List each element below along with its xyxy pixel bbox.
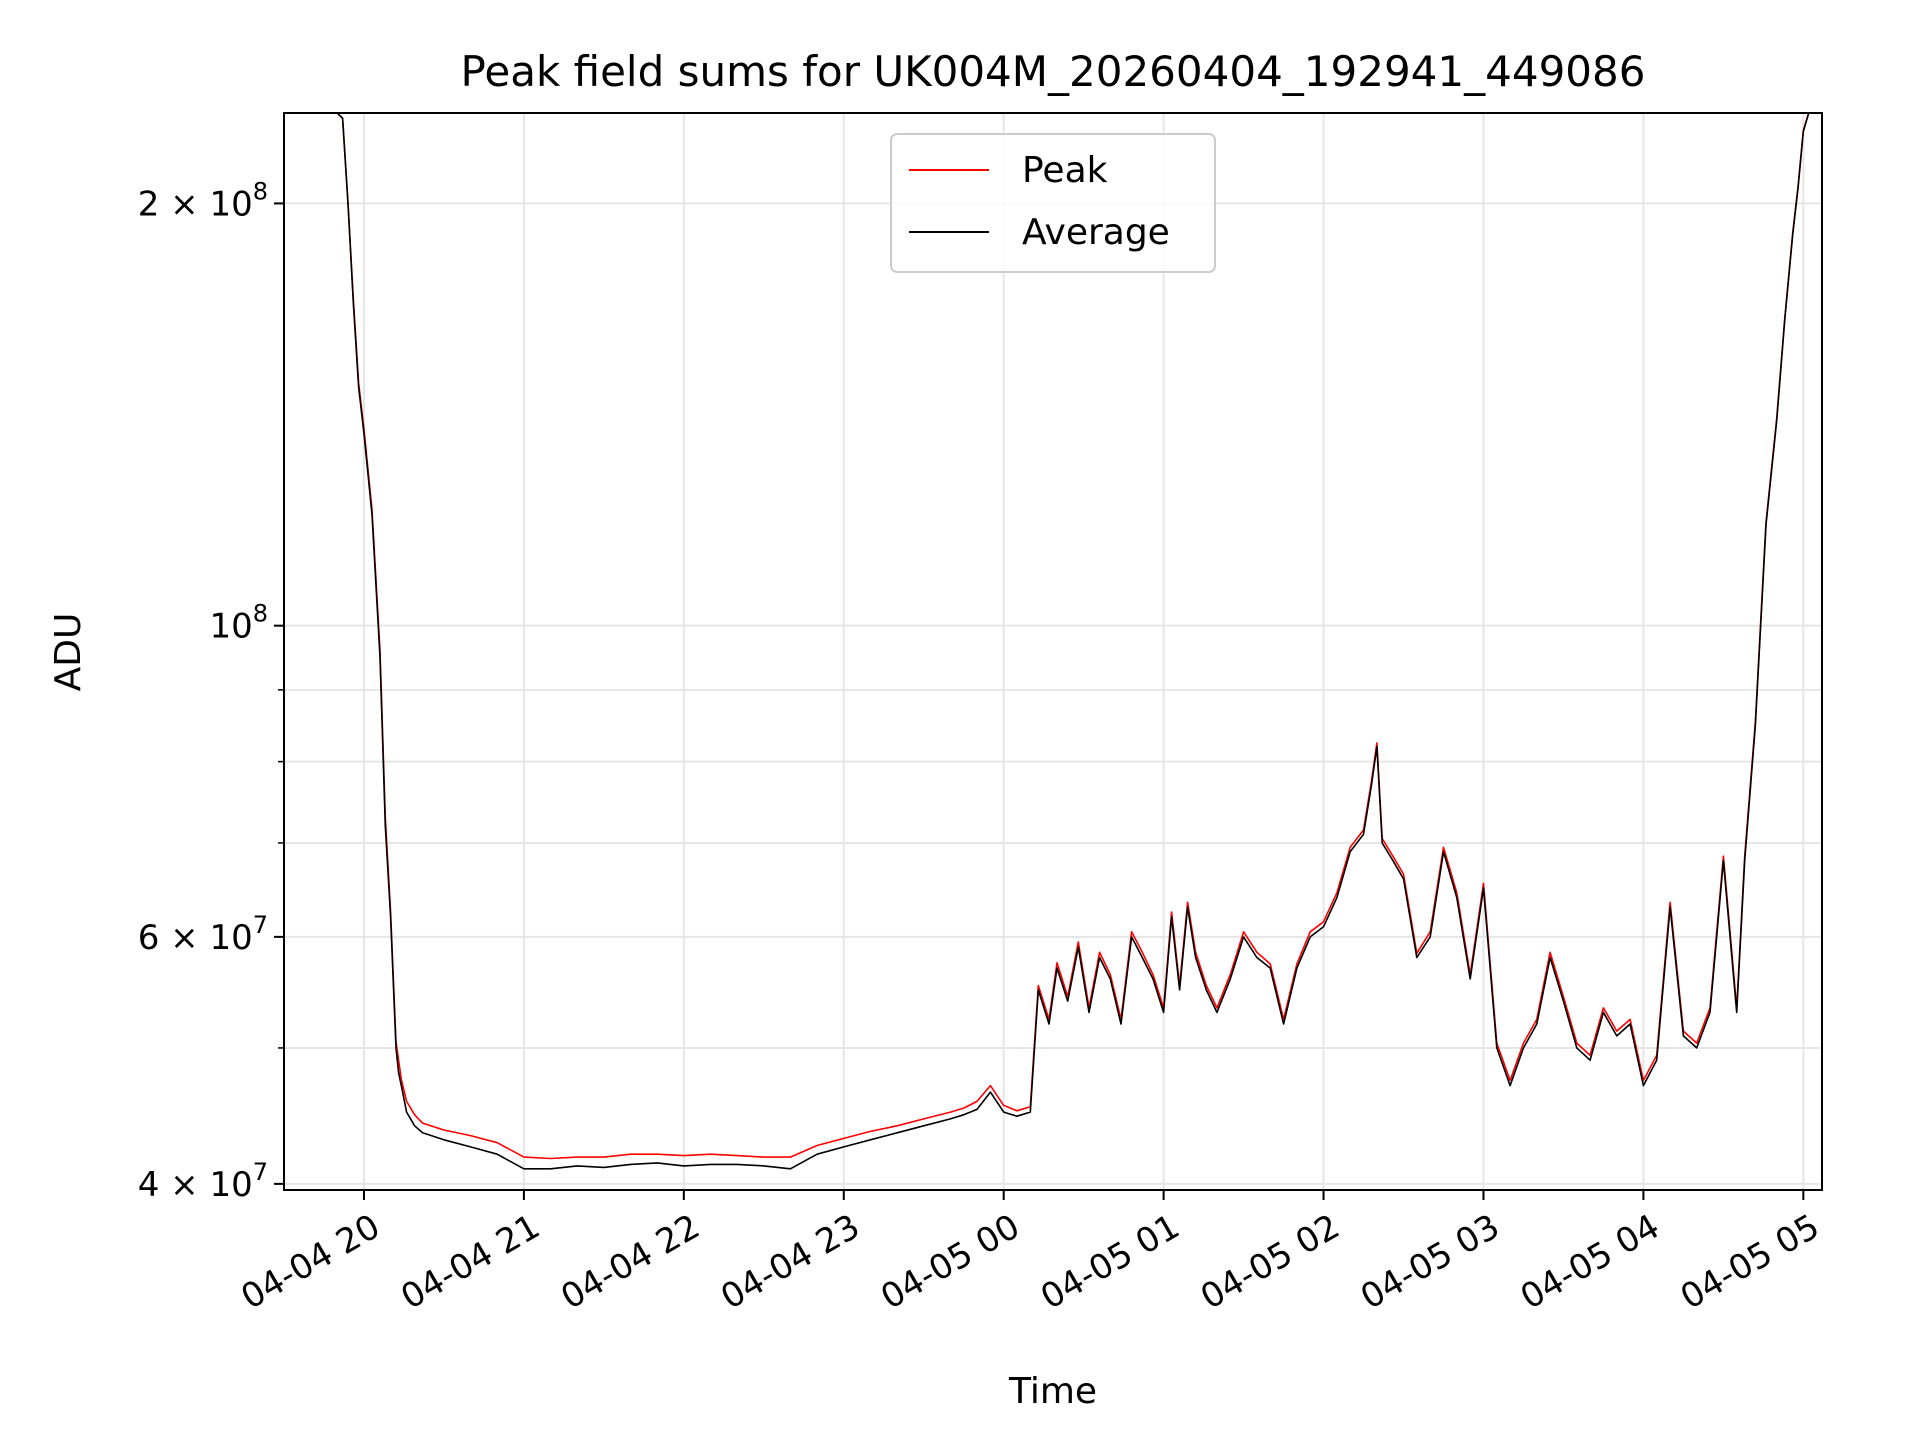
legend-box: [890, 133, 1216, 273]
legend: Peak Average: [890, 133, 1216, 273]
average-series-line: [284, 112, 1810, 1170]
y-tick-label: 2 × 108: [138, 177, 268, 224]
chart-title: Peak field sums for UK004M_20260404_1929…: [461, 47, 1646, 96]
legend-label-peak: Peak: [1022, 150, 1108, 191]
y-tick-label: 6 × 107: [138, 911, 268, 958]
plot-frame: [283, 112, 1823, 1191]
y-axis-label: ADU: [48, 613, 89, 692]
legend-label-average: Average: [1022, 212, 1170, 253]
y-tick-label: 4 × 107: [138, 1158, 268, 1205]
x-axis-label: Time: [1008, 1371, 1097, 1412]
y-tick-label: 108: [209, 600, 268, 647]
series-lines: [284, 112, 1810, 1170]
